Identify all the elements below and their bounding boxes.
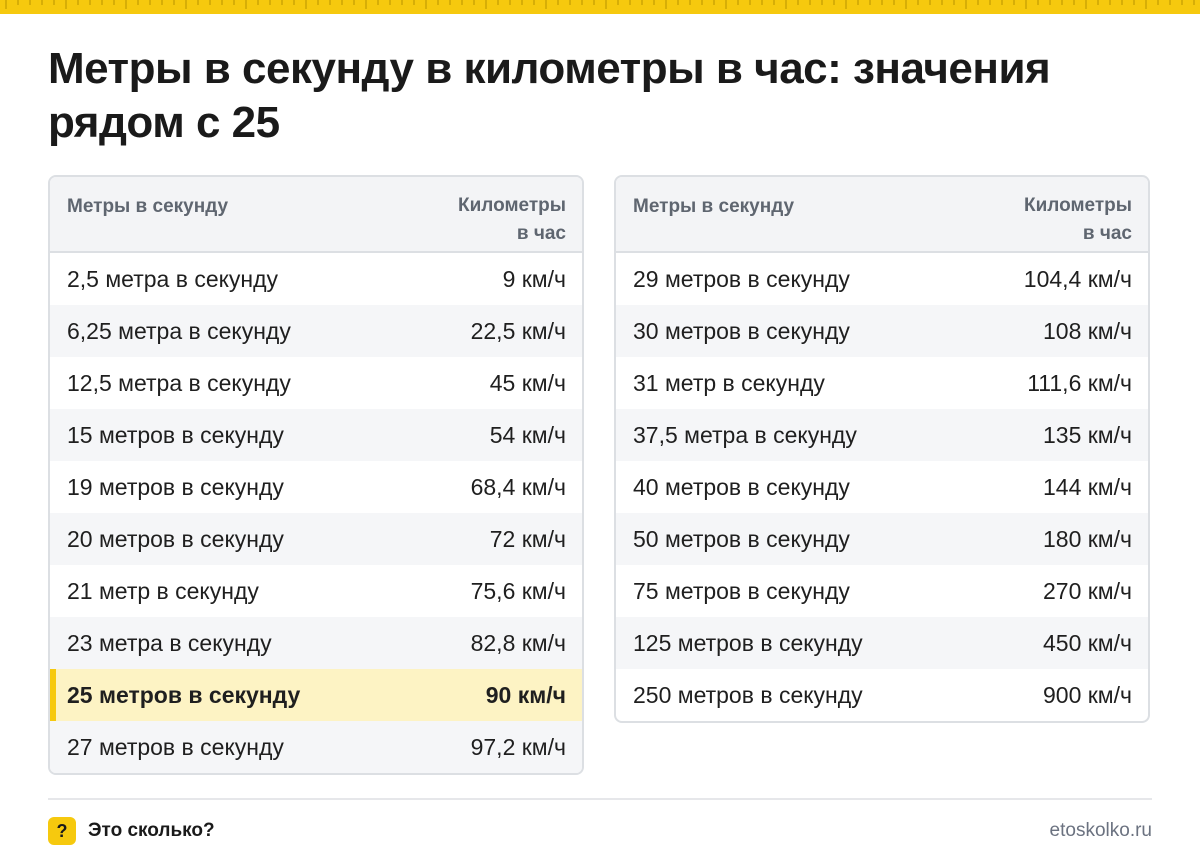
- table-row: 30 метров в секунду 108 км/ч: [616, 305, 1148, 357]
- cell-ms: 19 метров в секунду: [67, 473, 284, 500]
- table-row: 27 метров в секунду 97,2 км/ч: [50, 721, 582, 773]
- table-row: 20 метров в секунду 72 км/ч: [50, 513, 582, 565]
- cell-ms: 2,5 метра в секунду: [67, 265, 279, 292]
- table-row: 50 метров в секунду 180 км/ч: [616, 513, 1148, 565]
- cell-ms: 15 метров в секунду: [67, 421, 284, 448]
- page-title: Метры в секунду в километры в час: значе…: [48, 44, 1051, 147]
- table-row: 40 метров в секунду 144 км/ч: [616, 461, 1148, 513]
- cell-kmh: 97,2 км/ч: [470, 733, 566, 760]
- column-header-kmh-line2: в час: [1082, 223, 1132, 244]
- cell-kmh: 68,4 км/ч: [470, 473, 566, 500]
- table-row: 250 метров в секунду 900 км/ч: [616, 669, 1148, 721]
- site-link[interactable]: etoskolko.ru: [1049, 820, 1152, 841]
- column-header-kmh-line1: Километры: [1024, 195, 1132, 216]
- cell-ms: 250 метров в секунду: [633, 681, 863, 708]
- cell-ms: 21 метр в секунду: [67, 577, 259, 604]
- cell-ms: 50 метров в секунду: [633, 525, 850, 552]
- cell-ms: 31 метр в секунду: [633, 369, 825, 396]
- cell-kmh: 180 км/ч: [1042, 525, 1132, 552]
- table-row: 75 метров в секунду 270 км/ч: [616, 565, 1148, 617]
- cell-kmh: 144 км/ч: [1042, 473, 1132, 500]
- cell-kmh: 900 км/ч: [1042, 681, 1132, 708]
- table-row: 31 метр в секунду 111,6 км/ч: [616, 357, 1148, 409]
- cell-ms: 12,5 метра в секунду: [67, 369, 291, 396]
- table-row: 125 метров в секунду 450 км/ч: [616, 617, 1148, 669]
- cell-ms: 20 метров в секунду: [67, 525, 284, 552]
- ruler-top-band: [0, 0, 1200, 14]
- table-row: 37,5 метра в секунду 135 км/ч: [616, 409, 1148, 461]
- cell-kmh: 75,6 км/ч: [470, 577, 566, 604]
- cell-ms: 37,5 метра в секунду: [633, 421, 857, 448]
- conversion-table-left: Метры в секунду Километры в час 2,5 метр…: [48, 175, 584, 775]
- cell-ms: 23 метра в секунду: [67, 629, 272, 656]
- question-mark-logo-icon: ?: [48, 817, 76, 845]
- ruler-ticks: [5, 0, 1195, 9]
- table-row: 23 метра в секунду 82,8 км/ч: [50, 617, 582, 669]
- column-header-kmh: Километры в час: [458, 177, 566, 251]
- cell-ms: 75 метров в секунду: [633, 577, 850, 604]
- column-header-kmh-line1: Километры: [458, 195, 566, 216]
- brand-name: Это сколько?: [88, 820, 215, 841]
- cell-kmh: 104,4 км/ч: [1023, 265, 1132, 292]
- cell-kmh: 90 км/ч: [485, 681, 566, 708]
- cell-kmh: 9 км/ч: [502, 265, 566, 292]
- conversion-table-right: Метры в секунду Километры в час 29 метро…: [614, 175, 1150, 723]
- column-header-ms: Метры в секунду: [67, 196, 229, 217]
- cell-ms: 27 метров в секунду: [67, 733, 284, 760]
- table-row: 12,5 метра в секунду 45 км/ч: [50, 357, 582, 409]
- table-row: 29 метров в секунду 104,4 км/ч: [616, 253, 1148, 305]
- cell-kmh: 135 км/ч: [1042, 421, 1132, 448]
- table-row: 2,5 метра в секунду 9 км/ч: [50, 253, 582, 305]
- cell-kmh: 22,5 км/ч: [470, 317, 566, 344]
- column-header-kmh: Километры в час: [1024, 177, 1132, 251]
- cell-ms: 30 метров в секунду: [633, 317, 850, 344]
- cell-kmh: 54 км/ч: [489, 421, 566, 448]
- table-body: 2,5 метра в секунду 9 км/ч 6,25 метра в се…: [50, 253, 582, 773]
- cell-kmh: 270 км/ч: [1042, 577, 1132, 604]
- table-body: 29 метров в секунду 104,4 км/ч 30 метров в…: [616, 253, 1148, 721]
- footer-divider: [48, 798, 1152, 800]
- cell-kmh: 450 км/ч: [1042, 629, 1132, 656]
- column-header-ms: Метры в секунду: [633, 196, 795, 217]
- cell-kmh: 45 км/ч: [489, 369, 566, 396]
- cell-ms: 25 метров в секунду: [67, 681, 301, 708]
- cell-kmh: 108 км/ч: [1042, 317, 1132, 344]
- table-row: 19 метров в секунду 68,4 км/ч: [50, 461, 582, 513]
- cell-ms: 29 метров в секунду: [633, 265, 850, 292]
- table-row: 21 метр в секунду 75,6 км/ч: [50, 565, 582, 617]
- cell-ms: 125 метров в секунду: [633, 629, 863, 656]
- table-header: Метры в секунду Километры в час: [616, 177, 1148, 253]
- cell-ms: 6,25 метра в секунду: [67, 317, 291, 344]
- table-row: 15 метров в секунду 54 км/ч: [50, 409, 582, 461]
- column-header-kmh-line2: в час: [516, 223, 566, 244]
- table-header: Метры в секунду Километры в час: [50, 177, 582, 253]
- cell-kmh: 72 км/ч: [489, 525, 566, 552]
- table-row: 6,25 метра в секунду 22,5 км/ч: [50, 305, 582, 357]
- cell-kmh: 82,8 км/ч: [470, 629, 566, 656]
- cell-kmh: 111,6 км/ч: [1027, 369, 1132, 396]
- cell-ms: 40 метров в секунду: [633, 473, 850, 500]
- table-row-highlighted: 25 метров в секунду 90 км/ч: [50, 669, 582, 721]
